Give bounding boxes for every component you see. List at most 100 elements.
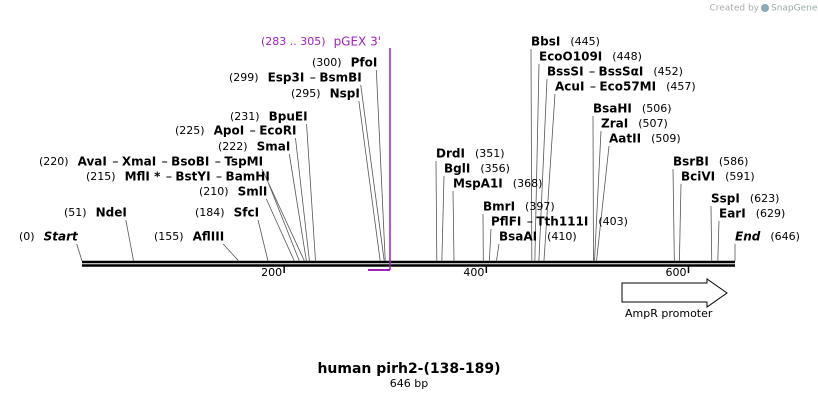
site-position: (452) [653,65,683,78]
enzyme-name: BstYI [175,170,210,184]
site-line [710,205,713,262]
site-position: (215) [86,170,116,183]
site-position: (397) [525,200,555,213]
site-line [295,137,310,262]
enzyme-name: XmaI [122,155,156,169]
enzyme-name: MflI * [125,170,161,184]
site-position: (222) [218,140,248,153]
enzyme-name: AvaI [78,155,107,169]
enzyme-name: DrdI [436,147,465,161]
site-line [594,130,602,262]
site-position: (506) [642,102,672,115]
site-line [358,100,381,262]
site-position: (51) [64,206,87,219]
site-line [543,93,556,262]
length: 646 bp [390,377,428,390]
enzyme-name: SspI [711,192,740,206]
enzyme-name: BsaAI [499,230,537,244]
enzyme-name: SmaI [257,140,291,154]
enzyme-name: BssSI [547,65,584,79]
site-line [265,198,295,262]
enzyme-name: PflFI [491,215,521,229]
site-line [288,153,307,262]
site-position: (646) [770,230,800,243]
site-line [268,183,300,262]
enzyme-name: EcoRI [259,124,296,138]
credit: Created by [709,4,759,14]
enzyme-name: SmlI [238,185,268,199]
enzyme-name: BmrI [483,200,515,214]
site-position: (210) [199,185,229,198]
site-line [435,160,438,262]
site-line [717,220,720,262]
enzyme-name: BciVI [681,170,715,184]
tick-label: 400 [463,266,484,279]
enzyme-name: BssSαI [599,65,644,79]
site-line [306,123,316,262]
site-position: (509) [651,132,681,145]
enzyme-name: MspA1I [453,177,503,191]
site-position: (629) [756,207,786,220]
enzyme-name: NspI [330,87,360,101]
enzyme-name: EcoO109I [539,50,602,64]
enzyme-name: ZraI [601,117,628,131]
site-position: (351) [475,147,505,160]
enzyme-name: BsoBI [171,155,209,169]
enzyme-name: BsaHI [593,102,632,116]
enzyme-name: ApoI [214,124,245,138]
enzyme-name: Start [44,230,79,244]
site-line [496,243,500,262]
site-position: (155) [154,230,184,243]
site-line [257,219,269,262]
site-position: (231) [230,110,260,123]
site-line [222,243,239,262]
site-line [375,69,386,262]
site-position: (507) [638,117,668,130]
feature-label: AmpR promoter [625,307,713,320]
site-position: (623) [750,192,780,205]
site-line [360,84,385,262]
enzyme-name: BpuEI [269,110,308,124]
enzyme-name: TspMI [224,155,263,169]
site-line [441,175,445,262]
site-position: (300) [312,56,342,69]
site-line [538,78,548,262]
primer-position: (283 .. 305) [261,35,326,48]
primer-name: pGEX 3' [334,35,381,49]
enzyme-name: EarI [719,207,746,221]
tick-label: 600 [666,266,687,279]
enzyme-name: BamHI [226,170,270,184]
enzyme-name: Tth111I [536,215,588,229]
site-position: (0) [19,230,35,243]
brand: SnapGene [771,4,818,14]
enzyme-name: Eco57MI [599,80,656,94]
site-line [488,228,492,262]
site-position: (356) [480,162,510,175]
site-line [672,168,675,262]
site-position: (295) [291,87,321,100]
enzyme-name: AatII [609,132,641,146]
site-line [125,219,134,262]
site-position: (403) [598,215,628,228]
site-position: (591) [725,170,755,183]
site-line [534,63,540,262]
site-line [530,48,533,262]
site-position: (445) [570,35,600,48]
tick-label: 200 [261,266,282,279]
site-position: (184) [195,206,225,219]
site-position: (225) [175,124,205,137]
enzyme-name: SfcI [234,206,259,220]
site-position: (586) [719,155,749,168]
site-position: (457) [666,80,696,93]
feature-arrow [621,278,728,308]
site-position: (220) [39,155,69,168]
enzyme-name: AcuI [555,80,584,94]
enzyme-name: BglI [444,162,470,176]
enzyme-name: PfoI [351,56,378,70]
enzyme-name: Esp3I [268,71,305,85]
title: human pirh2-(138-189) [317,361,500,377]
enzyme-name: NdeI [96,206,127,220]
site-position: (368) [513,177,543,190]
enzyme-name: AflIII [193,230,225,244]
